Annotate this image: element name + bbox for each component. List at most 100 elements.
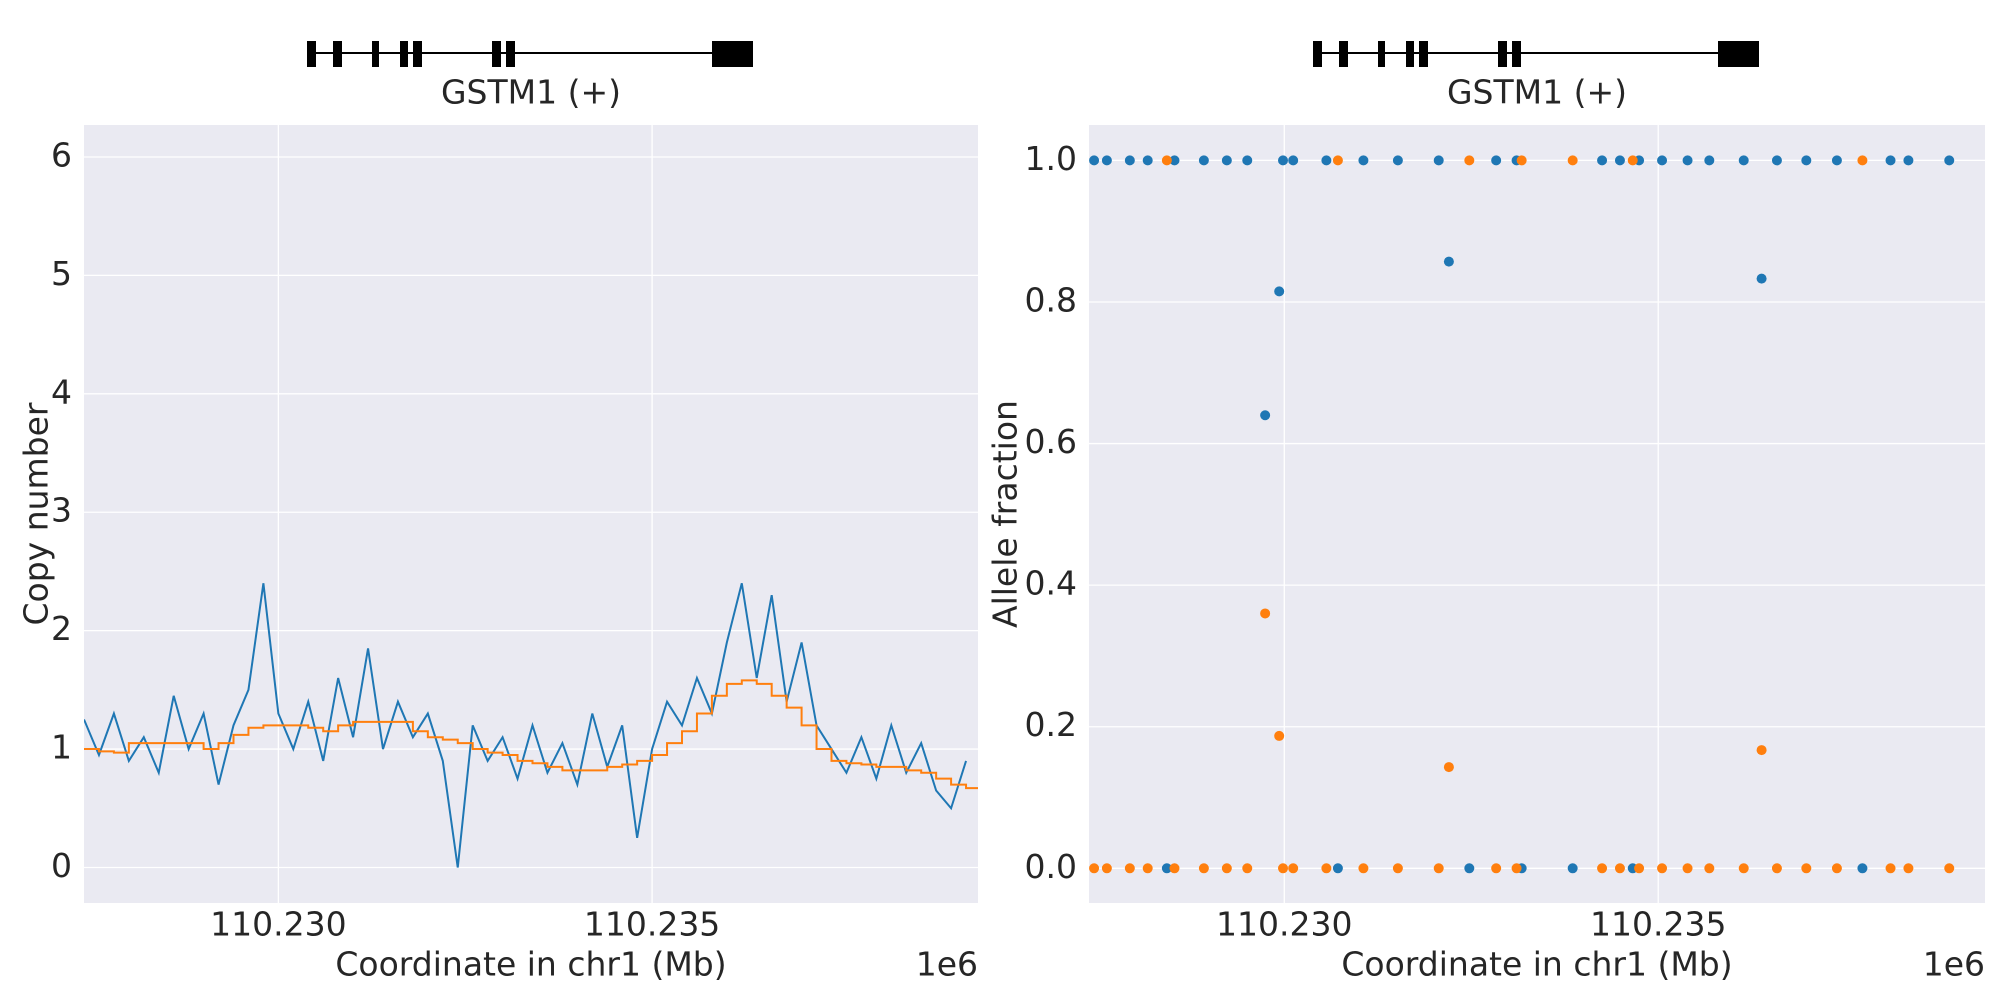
exon — [1339, 41, 1348, 67]
y-tick-label: 0.4 — [1025, 564, 1077, 603]
y-tick-label: 5 — [51, 254, 72, 293]
point — [1857, 155, 1868, 166]
point — [1682, 155, 1693, 166]
offset-label: 1e6 — [916, 945, 978, 984]
point — [1433, 863, 1444, 874]
point — [1857, 863, 1868, 874]
point — [1491, 863, 1502, 874]
exon — [712, 41, 753, 67]
y-tick-label: 3 — [51, 491, 72, 530]
y-tick-label: 1.0 — [1025, 139, 1077, 178]
point — [1704, 155, 1715, 166]
gene-track — [307, 41, 753, 67]
point — [1274, 730, 1285, 741]
point — [1903, 155, 1914, 166]
point — [1089, 863, 1100, 874]
exon — [1313, 41, 1322, 67]
point — [1614, 863, 1625, 874]
point — [1161, 863, 1172, 874]
point — [1089, 155, 1100, 166]
point — [1101, 863, 1112, 874]
exon — [506, 41, 515, 67]
point — [1392, 155, 1403, 166]
exon — [1512, 41, 1521, 67]
point — [1443, 256, 1454, 267]
series-line — [84, 583, 967, 868]
point — [1169, 155, 1180, 166]
exon — [400, 41, 408, 67]
point — [1221, 155, 1232, 166]
point — [1358, 863, 1369, 874]
plot-background — [84, 125, 978, 903]
point — [1597, 863, 1608, 874]
point — [1242, 155, 1253, 166]
y-tick-label: 0.6 — [1025, 422, 1077, 461]
point — [1464, 155, 1475, 166]
point — [1358, 155, 1369, 166]
y-tick-label: 0 — [51, 846, 72, 885]
point — [1704, 863, 1715, 874]
y-tick-label: 2 — [51, 609, 72, 648]
point — [1903, 863, 1914, 874]
point — [1831, 863, 1842, 874]
x-tick-label: 110.235 — [1590, 905, 1726, 944]
point — [1101, 155, 1112, 166]
point — [1771, 863, 1782, 874]
point — [1756, 273, 1767, 284]
point — [1516, 155, 1527, 166]
exon — [1378, 41, 1385, 67]
y-axis-label: Copy number — [17, 402, 56, 625]
point — [1392, 863, 1403, 874]
point — [1464, 863, 1475, 874]
point — [1801, 155, 1812, 166]
point — [1657, 155, 1668, 166]
point — [1198, 863, 1209, 874]
point — [1567, 155, 1578, 166]
point — [1221, 863, 1232, 874]
exon — [1718, 41, 1759, 67]
exon — [372, 41, 379, 67]
point — [1738, 863, 1749, 874]
point — [1332, 863, 1343, 874]
point — [1885, 863, 1896, 874]
exon — [1406, 41, 1414, 67]
point — [1169, 863, 1180, 874]
point — [1831, 155, 1842, 166]
exon — [413, 41, 422, 67]
point — [1944, 155, 1955, 166]
exon — [492, 41, 501, 67]
point — [1124, 863, 1135, 874]
point — [1682, 863, 1693, 874]
point — [1433, 155, 1444, 166]
point — [1627, 155, 1638, 166]
point — [1321, 863, 1332, 874]
exon — [333, 41, 342, 67]
x-tick-label: 110.230 — [1216, 905, 1352, 944]
exon — [1419, 41, 1428, 67]
point — [1288, 863, 1299, 874]
point — [1321, 155, 1332, 166]
point — [1491, 155, 1502, 166]
point — [1161, 155, 1172, 166]
x-tick-label: 110.235 — [584, 905, 720, 944]
y-tick-label: 6 — [51, 135, 72, 174]
point — [1944, 863, 1955, 874]
plot-area — [84, 583, 978, 868]
point — [1738, 155, 1749, 166]
point — [1288, 155, 1299, 166]
point — [1142, 863, 1153, 874]
point — [1278, 863, 1289, 874]
point — [1597, 155, 1608, 166]
point — [1260, 608, 1271, 619]
y-tick-label: 0.0 — [1025, 847, 1077, 886]
point — [1260, 410, 1271, 421]
gene-label: GSTM1 (+) — [1447, 73, 1627, 112]
x-axis-label: Coordinate in chr1 (Mb) — [1341, 945, 1732, 984]
point — [1242, 863, 1253, 874]
point — [1567, 863, 1578, 874]
point — [1198, 155, 1209, 166]
point — [1614, 155, 1625, 166]
series-line — [84, 679, 978, 790]
point — [1278, 155, 1289, 166]
